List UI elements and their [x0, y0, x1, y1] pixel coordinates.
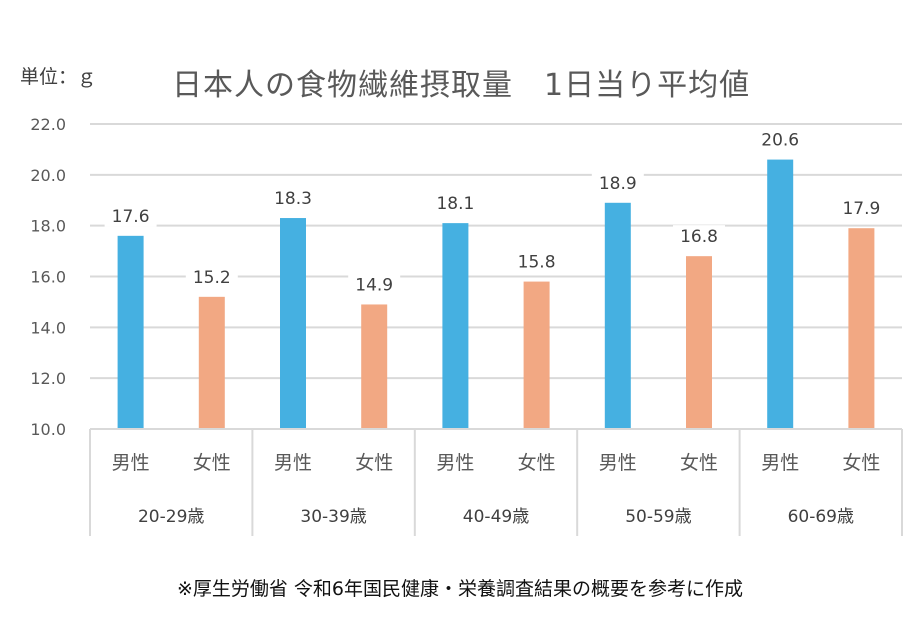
bar — [198, 296, 225, 429]
x-subcategory-label: 男性 — [761, 452, 799, 474]
bar — [604, 202, 631, 429]
y-axis-ticks: 10.0 12.0 14.0 16.0 18.0 20.0 22.0 — [30, 115, 66, 439]
data-label-bg — [673, 225, 725, 248]
data-label: 15.8 — [518, 253, 556, 273]
unit-label: 単位：ｇ — [20, 66, 97, 88]
data-label: 20.6 — [761, 131, 799, 151]
y-tick-label: 16.0 — [30, 268, 66, 287]
data-label: 18.9 — [599, 174, 637, 194]
bar — [117, 235, 144, 429]
y-tick-label: 22.0 — [30, 115, 66, 134]
bar — [523, 281, 550, 429]
x-subcategory-label: 女性 — [842, 452, 880, 474]
x-group-label: 20-29歳 — [138, 507, 204, 527]
x-subcategory-label: 女性 — [355, 452, 393, 474]
data-label-bg — [591, 171, 644, 194]
data-label-bg — [835, 197, 888, 220]
data-label: 18.3 — [274, 189, 312, 209]
data-label: 18.1 — [436, 194, 474, 214]
chart-title: 日本人の食物繊維摂取量 1日当り平均値 — [172, 68, 751, 103]
x-subcategory-label: 女性 — [680, 452, 718, 474]
data-labels: 17.6 18.3 18.1 18.9 20.6 15.2 14.9 15.8 16.8 17.9 — [104, 128, 888, 296]
y-tick-label: 20.0 — [30, 166, 66, 185]
y-tick-label: 10.0 — [30, 420, 66, 439]
data-label-bg — [104, 204, 157, 227]
x-group-label: 60-69歳 — [788, 507, 854, 527]
y-tick-label: 18.0 — [30, 217, 66, 236]
data-label: 15.2 — [193, 268, 231, 288]
x-subcategory-label: 女性 — [518, 452, 556, 474]
data-label-bg — [267, 187, 319, 210]
x-subcategory-label: 女性 — [193, 452, 231, 474]
data-label-bg — [754, 128, 807, 151]
y-tick-label: 12.0 — [30, 369, 66, 388]
y-tick-label: 14.0 — [30, 318, 66, 337]
bar — [848, 228, 875, 429]
x-group-label: 50-59歳 — [625, 507, 691, 527]
x-subcategory-label: 男性 — [436, 452, 474, 474]
data-label-bg — [510, 250, 563, 273]
data-label: 17.6 — [112, 207, 150, 227]
x-subcategory-label: 男性 — [112, 452, 150, 474]
x-group-label: 30-39歳 — [300, 507, 366, 527]
bars — [117, 159, 875, 430]
data-label-bg — [429, 192, 482, 215]
bar — [767, 159, 794, 430]
x-group-label: 40-49歳 — [463, 507, 529, 527]
source-note: ※厚生労働省 令和6年国民健康・栄養調査結果の概要を参考に作成 — [176, 578, 744, 600]
data-label: 14.9 — [355, 275, 393, 295]
bar — [686, 256, 712, 429]
x-axis: 男性 女性 20-29歳 男性 女性 30-39歳 男性 女性 40-49歳 男性 女性 50-59歳… — [89, 428, 903, 536]
bar — [361, 304, 388, 429]
data-label: 17.9 — [842, 199, 880, 219]
data-label: 16.8 — [680, 227, 718, 247]
data-label-bg — [348, 273, 401, 296]
bar — [280, 218, 306, 429]
bar — [442, 223, 469, 429]
x-subcategory-label: 男性 — [274, 452, 312, 474]
x-subcategory-label: 男性 — [599, 452, 637, 474]
data-label-bg — [185, 265, 238, 288]
